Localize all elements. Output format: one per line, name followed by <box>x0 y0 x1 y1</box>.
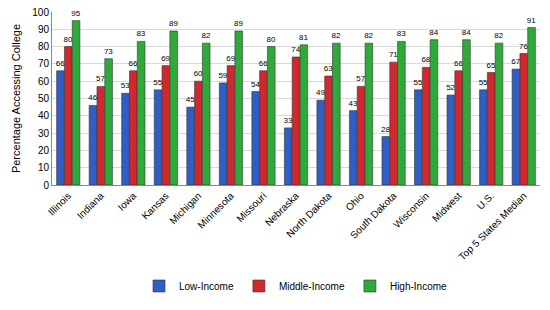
svg-text:Wisconsin: Wisconsin <box>391 190 431 230</box>
svg-text:73: 73 <box>104 47 113 56</box>
svg-text:82: 82 <box>201 31 210 40</box>
svg-text:63: 63 <box>324 64 333 73</box>
svg-text:U.S.: U.S. <box>475 190 497 212</box>
svg-text:100: 100 <box>32 7 49 18</box>
svg-text:76: 76 <box>519 42 528 51</box>
svg-text:82: 82 <box>332 31 341 40</box>
svg-text:10: 10 <box>38 162 50 173</box>
svg-text:Missouri: Missouri <box>234 190 268 224</box>
svg-text:55: 55 <box>153 78 162 87</box>
svg-text:Nebraska: Nebraska <box>263 190 301 228</box>
svg-text:89: 89 <box>169 19 178 28</box>
svg-text:65: 65 <box>486 61 495 70</box>
svg-text:57: 57 <box>356 74 365 83</box>
svg-text:67: 67 <box>511 57 520 66</box>
svg-text:46: 46 <box>88 93 97 102</box>
svg-text:57: 57 <box>96 74 105 83</box>
svg-text:66: 66 <box>129 59 138 68</box>
svg-text:45: 45 <box>186 95 195 104</box>
svg-text:74: 74 <box>291 45 300 54</box>
svg-text:Indiana: Indiana <box>75 190 106 221</box>
svg-text:Midwest: Midwest <box>430 190 464 224</box>
svg-text:Michigan: Michigan <box>167 190 203 226</box>
svg-text:69: 69 <box>226 54 235 63</box>
svg-text:54: 54 <box>251 80 260 89</box>
svg-text:High-Income: High-Income <box>390 281 447 292</box>
svg-text:95: 95 <box>71 9 80 18</box>
svg-text:30: 30 <box>38 128 50 139</box>
svg-text:66: 66 <box>259 59 268 68</box>
svg-text:Minnesota: Minnesota <box>195 190 236 231</box>
svg-text:South Dakota: South Dakota <box>348 190 399 241</box>
svg-text:Kansas: Kansas <box>139 190 170 221</box>
svg-text:66: 66 <box>454 59 463 68</box>
svg-text:53: 53 <box>121 81 130 90</box>
svg-text:Iowa: Iowa <box>116 190 139 213</box>
svg-text:33: 33 <box>283 116 292 125</box>
svg-text:55: 55 <box>414 78 423 87</box>
svg-text:Low-Income: Low-Income <box>179 281 234 292</box>
svg-text:59: 59 <box>218 71 227 80</box>
svg-text:52: 52 <box>446 83 455 92</box>
svg-text:40: 40 <box>38 110 50 121</box>
svg-text:66: 66 <box>56 59 65 68</box>
svg-text:69: 69 <box>161 54 170 63</box>
svg-text:81: 81 <box>299 33 308 42</box>
svg-text:60: 60 <box>194 69 203 78</box>
svg-text:71: 71 <box>389 50 398 59</box>
svg-text:83: 83 <box>136 29 145 38</box>
svg-text:Percentage Accessing College: Percentage Accessing College <box>10 24 22 173</box>
svg-text:North Dakota: North Dakota <box>284 190 334 240</box>
svg-text:68: 68 <box>421 55 430 64</box>
svg-text:82: 82 <box>494 31 503 40</box>
svg-text:20: 20 <box>38 145 50 156</box>
svg-text:90: 90 <box>38 24 50 35</box>
svg-text:55: 55 <box>479 78 488 87</box>
svg-text:Ohio: Ohio <box>343 190 366 213</box>
svg-text:89: 89 <box>234 19 243 28</box>
svg-text:91: 91 <box>527 16 536 25</box>
svg-text:80: 80 <box>267 35 276 44</box>
svg-text:28: 28 <box>381 125 390 134</box>
svg-text:82: 82 <box>364 31 373 40</box>
svg-text:50: 50 <box>38 93 50 104</box>
svg-text:49: 49 <box>316 88 325 97</box>
svg-text:Top 5 States Median: Top 5 States Median <box>456 190 528 262</box>
svg-text:84: 84 <box>462 28 471 37</box>
svg-text:80: 80 <box>64 35 73 44</box>
svg-text:80: 80 <box>38 41 50 52</box>
svg-text:60: 60 <box>38 76 50 87</box>
svg-text:70: 70 <box>38 58 50 69</box>
svg-text:0: 0 <box>43 180 49 191</box>
svg-text:83: 83 <box>397 29 406 38</box>
svg-text:43: 43 <box>349 99 358 108</box>
svg-text:Middle-Income: Middle-Income <box>279 281 345 292</box>
svg-text:Illinois: Illinois <box>46 190 73 217</box>
svg-text:84: 84 <box>429 28 438 37</box>
